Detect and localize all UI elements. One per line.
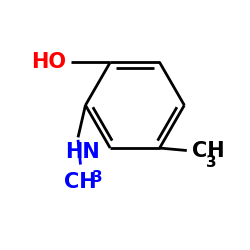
Text: CH: CH xyxy=(192,140,224,160)
Text: 3: 3 xyxy=(92,170,102,185)
Text: HN: HN xyxy=(66,142,100,162)
Text: CH: CH xyxy=(64,172,97,192)
Text: HO: HO xyxy=(31,52,66,72)
Text: 3: 3 xyxy=(206,155,217,170)
